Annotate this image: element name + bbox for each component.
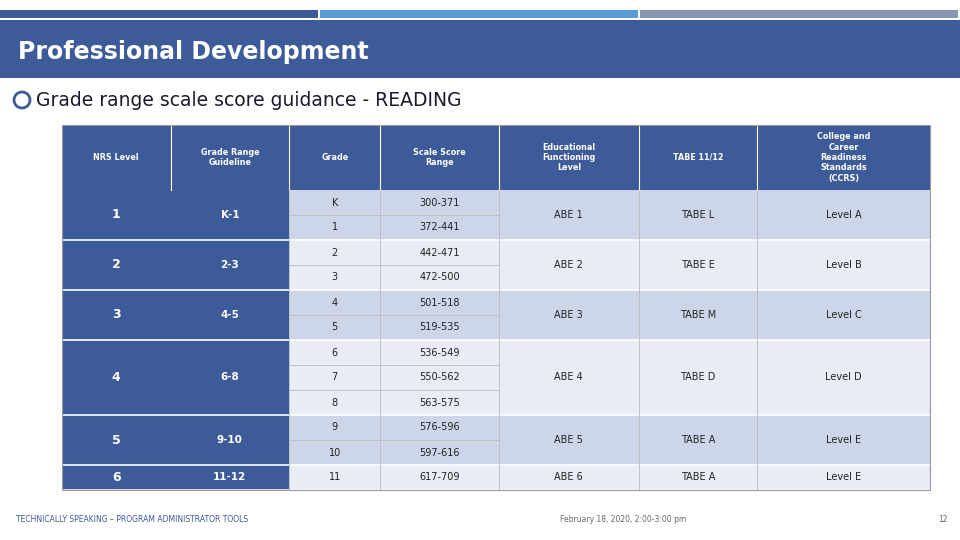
Text: 501-518: 501-518: [420, 298, 460, 307]
Text: Level D: Level D: [826, 373, 862, 382]
Text: 550-562: 550-562: [420, 373, 460, 382]
Text: TABE A: TABE A: [681, 435, 715, 445]
Text: Level C: Level C: [826, 310, 861, 320]
Bar: [62, 465, 171, 490]
Text: 10: 10: [328, 448, 341, 457]
Text: 597-616: 597-616: [420, 448, 460, 457]
Bar: [62, 125, 930, 190]
Text: 11-12: 11-12: [213, 472, 247, 483]
Text: 2: 2: [331, 247, 338, 258]
Text: TABE D: TABE D: [681, 373, 716, 382]
Bar: [62, 415, 171, 465]
Text: 2: 2: [112, 259, 121, 272]
Text: TECHNICALLY SPEAKING – PROGRAM ADMINISTRATOR TOOLS: TECHNICALLY SPEAKING – PROGRAM ADMINISTR…: [16, 516, 248, 524]
Text: 6: 6: [332, 348, 338, 357]
Text: 4: 4: [332, 298, 338, 307]
Text: ABE 3: ABE 3: [555, 310, 584, 320]
Bar: [62, 465, 930, 490]
Bar: [62, 190, 171, 240]
Text: 576-596: 576-596: [420, 422, 460, 433]
Text: College and
Career
Readiness
Standards
(CCRS): College and Career Readiness Standards (…: [817, 132, 871, 183]
Text: Professional Development: Professional Development: [18, 40, 369, 64]
Text: ABE 4: ABE 4: [555, 373, 584, 382]
Text: 4: 4: [112, 371, 121, 384]
Bar: [0, 20, 960, 78]
Text: February 18, 2020, 2:00-3:00 pm: February 18, 2020, 2:00-3:00 pm: [560, 516, 686, 524]
Text: 5: 5: [112, 434, 121, 447]
Text: 519-535: 519-535: [420, 322, 460, 333]
Bar: [320, 10, 638, 18]
Text: 3: 3: [332, 273, 338, 282]
Bar: [171, 415, 289, 465]
Bar: [62, 240, 930, 290]
Text: 8: 8: [332, 397, 338, 408]
Text: TABE M: TABE M: [680, 310, 716, 320]
Text: 9-10: 9-10: [217, 435, 243, 445]
Bar: [640, 10, 958, 18]
Text: ABE 6: ABE 6: [555, 472, 584, 483]
Text: Level A: Level A: [826, 210, 861, 220]
Bar: [62, 290, 171, 340]
Text: 1: 1: [332, 222, 338, 233]
Text: TABE A: TABE A: [681, 472, 715, 483]
Bar: [62, 240, 171, 290]
Text: 1: 1: [112, 208, 121, 221]
Text: 12: 12: [939, 516, 948, 524]
Text: 11: 11: [328, 472, 341, 483]
Bar: [62, 340, 930, 415]
Text: TABE 11/12: TABE 11/12: [673, 153, 723, 162]
Text: 9: 9: [332, 422, 338, 433]
Bar: [171, 290, 289, 340]
Text: Grade: Grade: [322, 153, 348, 162]
Text: NRS Level: NRS Level: [93, 153, 139, 162]
Text: ABE 2: ABE 2: [555, 260, 584, 270]
Bar: [62, 415, 930, 465]
Text: 617-709: 617-709: [420, 472, 460, 483]
Text: 536-549: 536-549: [420, 348, 460, 357]
Text: 2-3: 2-3: [221, 260, 239, 270]
Text: Grade range scale score guidance - READING: Grade range scale score guidance - READI…: [36, 91, 462, 110]
Bar: [0, 10, 318, 18]
Bar: [62, 290, 930, 340]
Text: K: K: [331, 198, 338, 207]
Text: 3: 3: [112, 308, 121, 321]
Text: ABE 1: ABE 1: [555, 210, 584, 220]
Text: Level E: Level E: [827, 435, 861, 445]
Text: Level E: Level E: [827, 472, 861, 483]
Bar: [171, 190, 289, 240]
Text: 7: 7: [331, 373, 338, 382]
Text: TABE L: TABE L: [682, 210, 714, 220]
Text: K-1: K-1: [221, 210, 239, 220]
Bar: [62, 125, 930, 490]
Text: 6-8: 6-8: [221, 373, 239, 382]
Text: ABE 5: ABE 5: [555, 435, 584, 445]
Text: Scale Score
Range: Scale Score Range: [414, 148, 466, 167]
Bar: [171, 465, 289, 490]
Text: Educational
Functioning
Level: Educational Functioning Level: [542, 143, 595, 172]
Text: 4-5: 4-5: [221, 310, 239, 320]
Bar: [171, 240, 289, 290]
Text: Grade Range
Guideline: Grade Range Guideline: [201, 148, 259, 167]
Bar: [62, 190, 930, 240]
Text: 6: 6: [112, 471, 121, 484]
Text: 5: 5: [331, 322, 338, 333]
Text: 472-500: 472-500: [420, 273, 460, 282]
Text: 442-471: 442-471: [420, 247, 460, 258]
Text: 300-371: 300-371: [420, 198, 460, 207]
Text: TABE E: TABE E: [681, 260, 715, 270]
Bar: [171, 340, 289, 415]
Bar: [62, 340, 171, 415]
Text: Level B: Level B: [826, 260, 861, 270]
Text: 563-575: 563-575: [420, 397, 460, 408]
Text: 372-441: 372-441: [420, 222, 460, 233]
